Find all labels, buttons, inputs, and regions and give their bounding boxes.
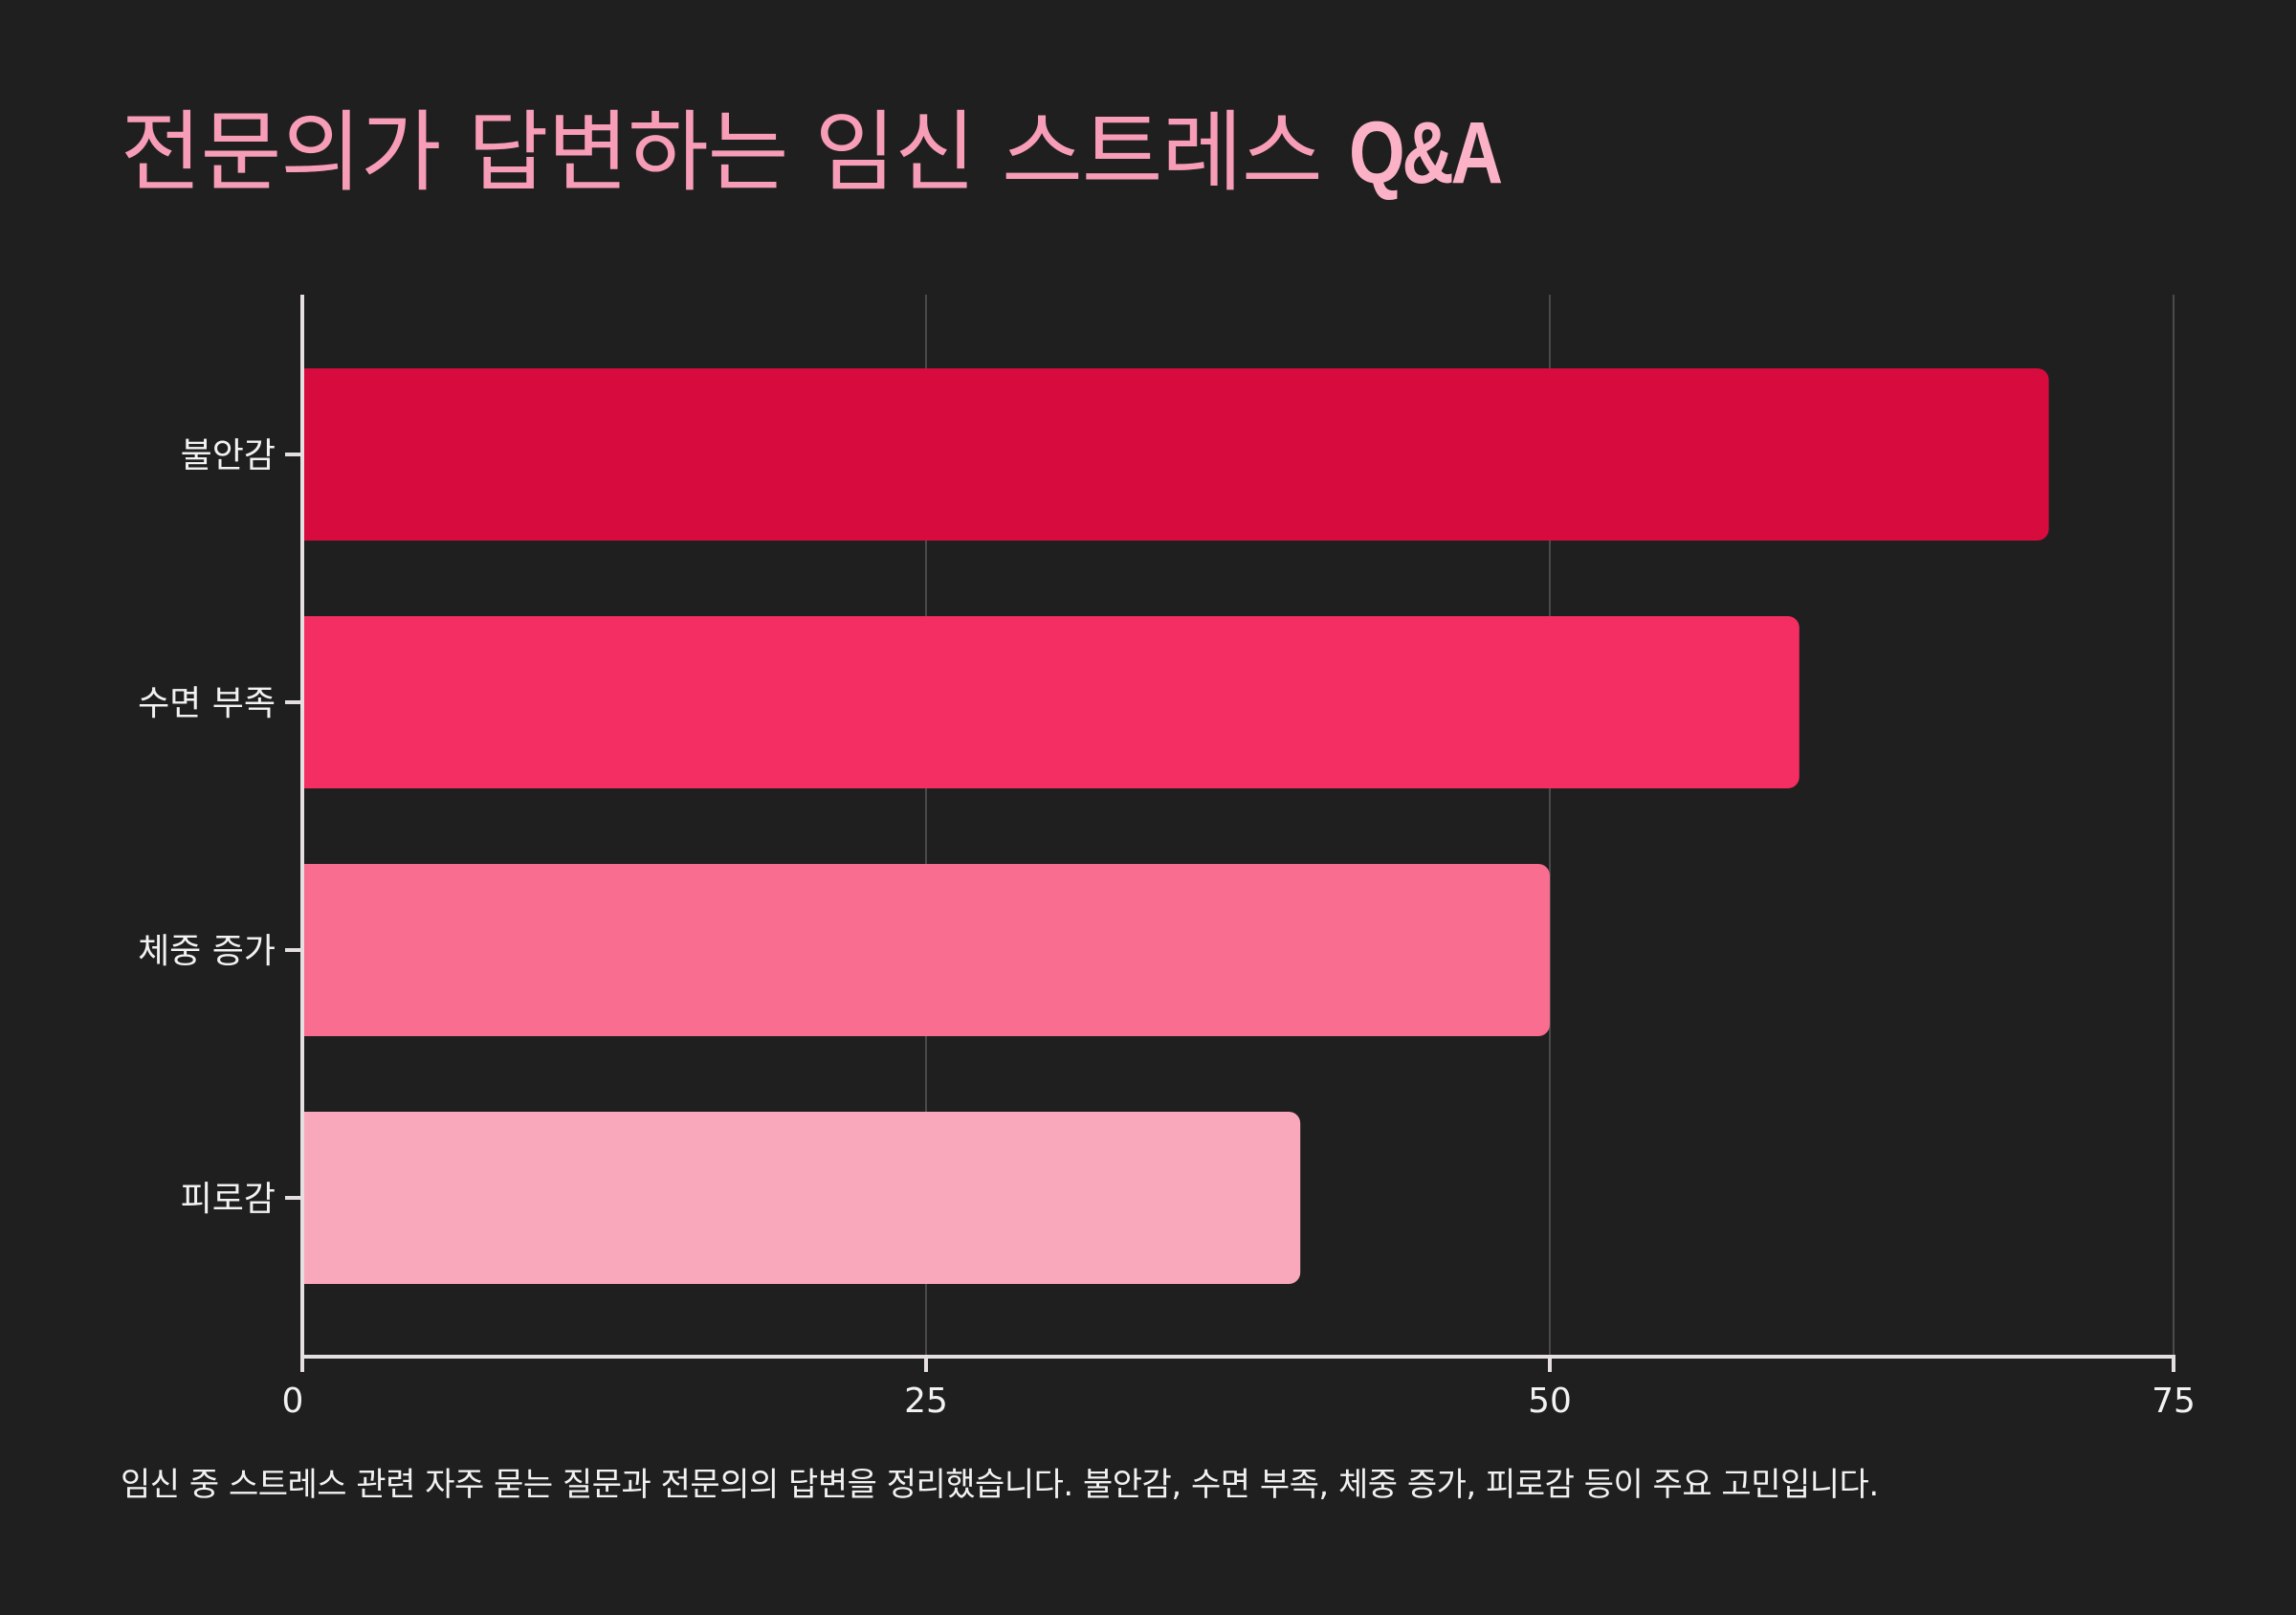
page-title: 전문의가 답변하는 임신 스트레스 Q&A bbox=[121, 96, 1533, 210]
bar-4 bbox=[302, 1112, 1301, 1284]
y-tick-label: 불안감 bbox=[181, 436, 276, 476]
title-main: 전문의가 답변하는 임신 스트레스 bbox=[121, 101, 1323, 204]
title-accent: Q&A bbox=[1348, 104, 1503, 202]
x-tick-label: 0 bbox=[282, 1382, 304, 1421]
x-tick-label: 25 bbox=[904, 1382, 948, 1421]
bars bbox=[302, 368, 2049, 1284]
bar-edge-2 bbox=[302, 616, 321, 788]
bar-3 bbox=[302, 864, 1550, 1036]
bar-1 bbox=[302, 368, 2049, 541]
y-tick-label: 피로감 bbox=[181, 1180, 276, 1219]
bar-edge-4 bbox=[302, 1112, 321, 1284]
bar-2 bbox=[302, 616, 1799, 788]
bar-edge-3 bbox=[302, 864, 321, 1036]
axes bbox=[285, 295, 2175, 1372]
x-tick-label: 75 bbox=[2152, 1382, 2196, 1421]
chart-caption: 임신 중 스트레스 관련 자주 묻는 질문과 전문의의 답변을 정리했습니다. … bbox=[121, 1466, 1879, 1504]
y-tick-label: 수면 부족 bbox=[138, 684, 276, 723]
x-tick-label: 50 bbox=[1528, 1382, 1572, 1421]
y-tick-label: 체중 증가 bbox=[138, 932, 276, 971]
bar-edge-1 bbox=[302, 368, 321, 541]
